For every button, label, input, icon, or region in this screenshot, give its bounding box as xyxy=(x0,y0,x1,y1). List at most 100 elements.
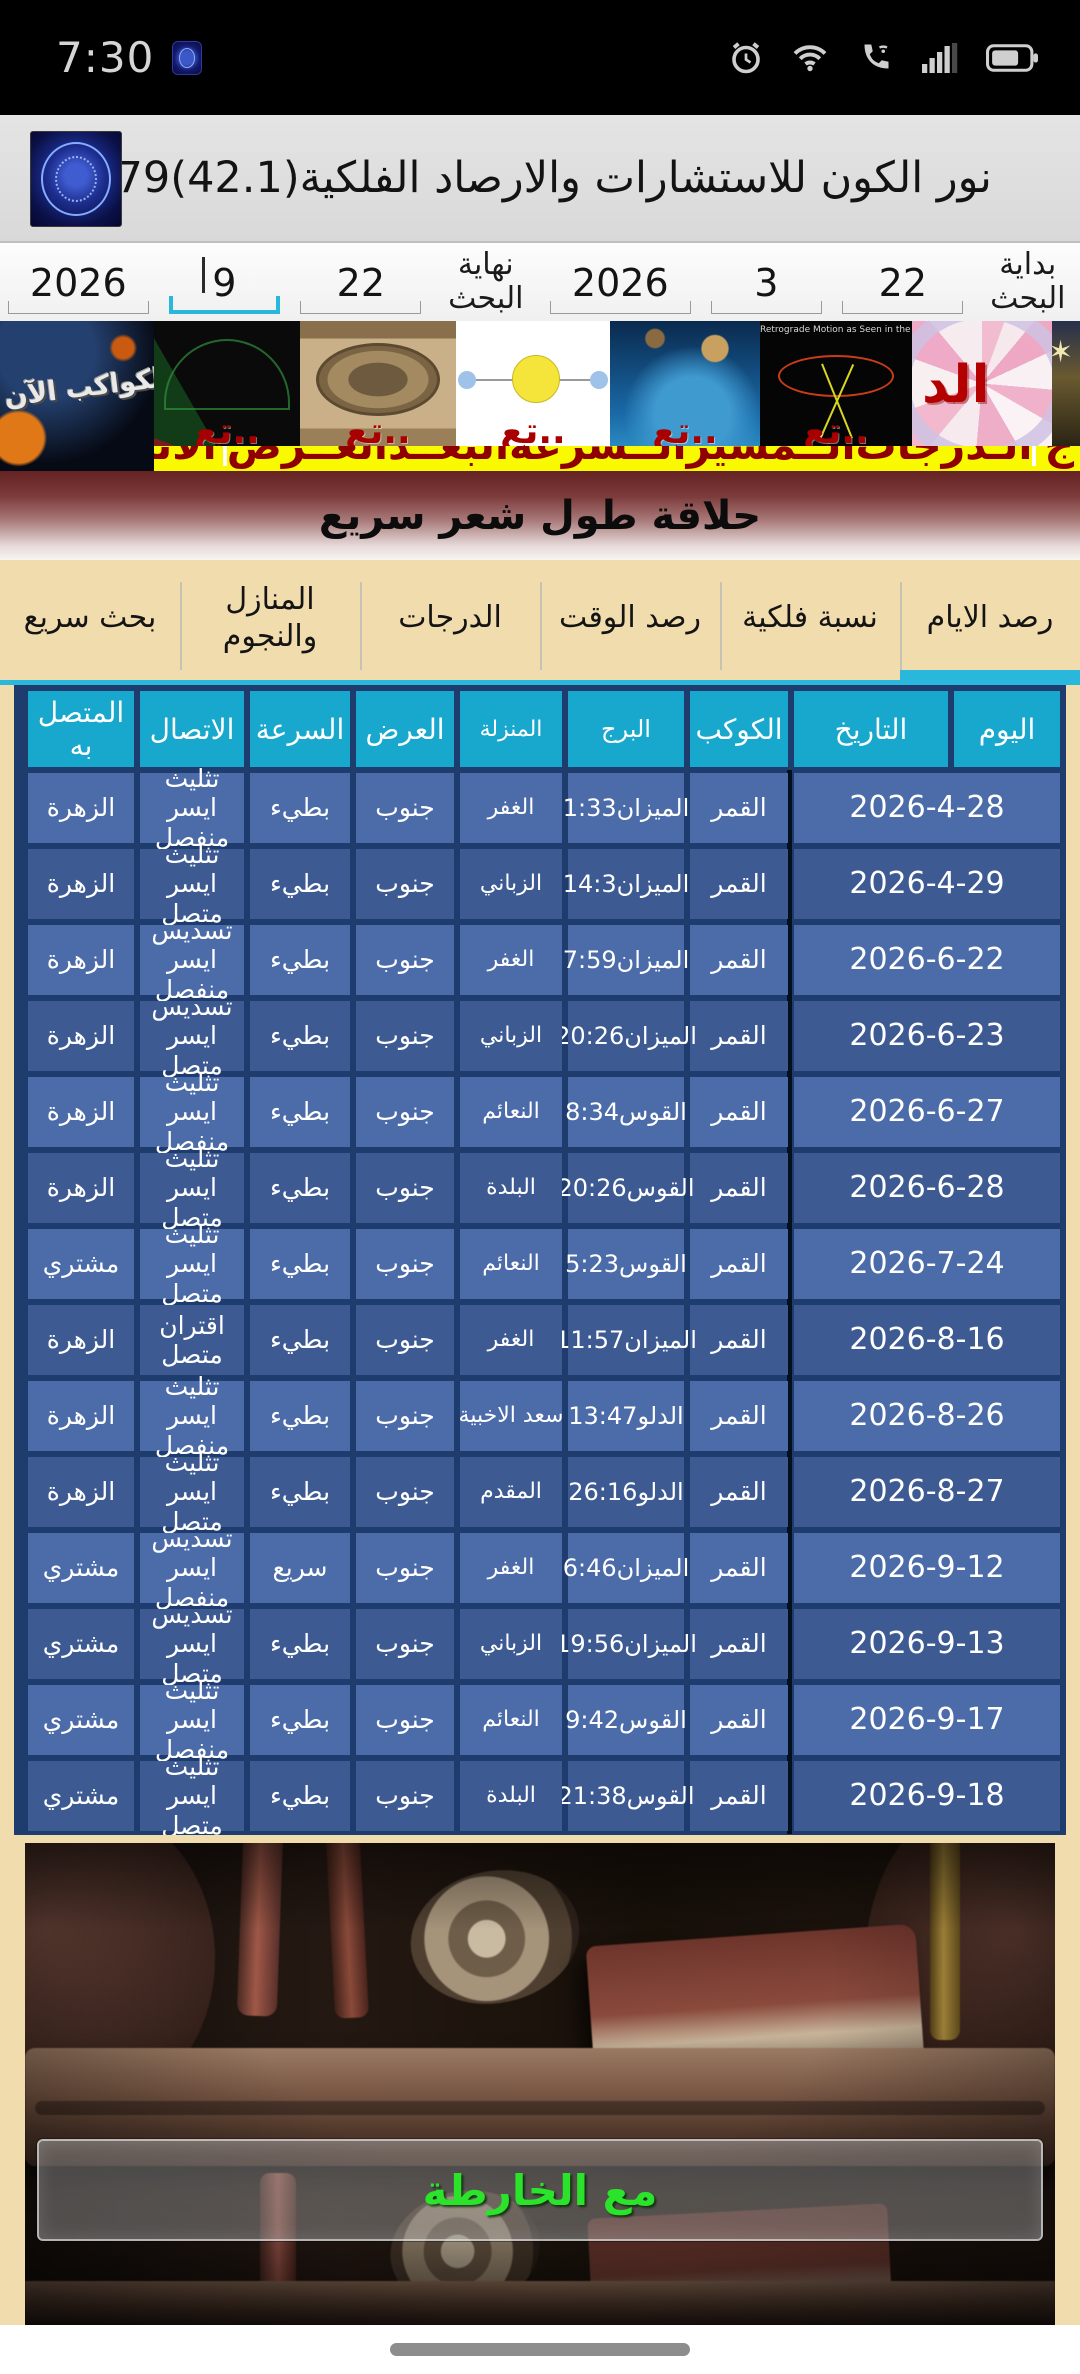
start-day-input[interactable] xyxy=(840,261,966,321)
cell-planet: القمر xyxy=(690,1609,788,1679)
cell-date: 2026-6-23 xyxy=(787,998,1060,1074)
astrolabe-thumb[interactable] xyxy=(1052,321,1080,446)
table-row[interactable]: 2026-8-16 القمر الميزان11:57 الغفر جنوب … xyxy=(20,1302,1060,1378)
clock-time: 7:30 xyxy=(56,33,155,82)
footer-wrap: مع الخارطة xyxy=(0,1843,1080,2325)
planets-blue-thumb[interactable]: تع.. xyxy=(610,321,760,446)
observations-table: اليوم التاريخ الكوكب البرج المنزلة العرض… xyxy=(14,685,1066,1835)
cell-planet: القمر xyxy=(690,1533,788,1603)
natal-chart-thumb[interactable]: تع.. xyxy=(154,321,300,446)
cell-speed: بطيء xyxy=(250,925,350,995)
degrees-overlay-label: الد xyxy=(922,355,990,415)
retrograde-thumb[interactable]: Retrograde Motion as Seen in the Sky تع.… xyxy=(760,321,912,446)
table-row[interactable]: 2026-4-29 القمر الميزان14:3 الزباني جنوب… xyxy=(20,840,1060,928)
alarm-icon xyxy=(732,41,760,73)
cell-planet: القمر xyxy=(690,849,788,919)
header-latitude: العرض xyxy=(356,691,454,767)
cell-planet: القمر xyxy=(690,1685,788,1755)
cell-sign: الميزان1:33 xyxy=(563,773,689,843)
cell-latitude: جنوب xyxy=(356,1305,454,1375)
cell-connected-to: الزهرة xyxy=(28,1305,134,1375)
cell-mansion: البلدة xyxy=(460,1761,562,1831)
cell-latitude: جنوب xyxy=(356,1761,454,1831)
tab-degrees[interactable]: الدرجات xyxy=(360,560,540,680)
edit-overlay-label: تع.. xyxy=(803,411,869,446)
end-day-field-wrap xyxy=(298,243,424,321)
cell-date: 2026-6-28 xyxy=(787,1150,1060,1226)
with-map-button[interactable]: مع الخارطة xyxy=(37,2139,1043,2241)
cell-connected-to: مشتري xyxy=(28,1761,134,1831)
cell-date: 2026-9-13 xyxy=(787,1606,1060,1682)
cell-mansion: الغفر xyxy=(460,1305,562,1375)
table-row[interactable]: 2026-9-17 القمر القوس9:42 النعائم جنوب ب… xyxy=(20,1676,1060,1764)
cell-date: 2026-9-18 xyxy=(787,1758,1060,1834)
date-search-row: بداية البحث نهاية البحث xyxy=(0,243,1080,321)
tab-astro-ratio[interactable]: نسبة فلكية xyxy=(720,560,900,680)
table-row[interactable]: 2026-7-24 القمر القوس5:23 النعائم جنوب ب… xyxy=(20,1220,1060,1308)
table-row[interactable]: 2026-6-22 القمر الميزان7:59 الغفر جنوب ب… xyxy=(20,916,1060,1004)
cell-connected-to: مشتري xyxy=(28,1609,134,1679)
table-row[interactable]: 2026-9-13 القمر الميزان19:56 الزباني جنو… xyxy=(20,1600,1060,1688)
end-month-field-wrap xyxy=(166,243,283,321)
cell-speed: بطيء xyxy=(250,1685,350,1755)
orbit-diagram-thumb[interactable]: تع.. xyxy=(456,321,610,446)
start-year-field-wrap xyxy=(548,243,693,321)
cell-date: 2026-8-26 xyxy=(787,1378,1060,1454)
table-row[interactable]: 2026-9-12 القمر الميزان6:46 الغفر جنوب س… xyxy=(20,1524,1060,1612)
table-row[interactable]: 2026-6-27 القمر القوس8:34 النعائم جنوب ب… xyxy=(20,1068,1060,1156)
cell-sign: الميزان7:59 xyxy=(563,925,689,995)
cell-connection: تسديس ايسر متصل xyxy=(140,1600,244,1688)
end-day-input[interactable] xyxy=(298,261,424,321)
start-month-input[interactable] xyxy=(708,261,825,321)
tab-bar: رصد الايام نسبة فلكية رصد الوقت الدرجات … xyxy=(0,560,1080,685)
cell-mansion: الزباني xyxy=(460,849,562,919)
shelf-shape xyxy=(25,2281,1055,2325)
cell-connection: تسديس ايسر منفصل xyxy=(140,916,244,1004)
signal-strength-icon xyxy=(922,42,958,73)
gesture-nav-handle[interactable] xyxy=(390,2343,690,2356)
cell-sign: القوس8:34 xyxy=(565,1077,687,1147)
cell-planet: القمر xyxy=(690,1381,788,1451)
table-row[interactable]: 2026-6-28 القمر القوس20:26 البلدة جنوب ب… xyxy=(20,1144,1060,1232)
cell-planet: القمر xyxy=(690,1229,788,1299)
cell-connection: تسديس ايسر منفصل xyxy=(140,1524,244,1612)
end-year-input[interactable] xyxy=(6,261,151,321)
cell-mansion: الزباني xyxy=(460,1609,562,1679)
zodiac-wheel-thumb[interactable]: الد xyxy=(912,321,1052,446)
celestial-map-thumb[interactable]: تع.. xyxy=(300,321,456,446)
cell-speed: بطيء xyxy=(250,849,350,919)
cell-planet: القمر xyxy=(690,925,788,995)
table-row[interactable]: 2026-8-27 القمر الدلو26:16 المقدم جنوب ب… xyxy=(20,1448,1060,1536)
text-cursor xyxy=(202,257,206,293)
scrolls-artwork: مع الخارطة xyxy=(25,1843,1055,2325)
planets-now-thumb[interactable]: الكواكب الآن xyxy=(0,321,154,471)
cell-latitude: جنوب xyxy=(356,925,454,995)
cell-connected-to: مشتري xyxy=(28,1533,134,1603)
marquee-text: حلاقة طول شعر سريع xyxy=(318,492,762,539)
table-header-row: اليوم التاريخ الكوكب البرج المنزلة العرض… xyxy=(20,691,1060,767)
tab-mansions-stars[interactable]: المنازل والنجوم xyxy=(180,560,360,680)
cell-latitude: جنوب xyxy=(356,1381,454,1451)
table-row[interactable]: 2026-8-26 القمر الدلو13:47 سعد الاخبية ج… xyxy=(20,1372,1060,1460)
cell-date: 2026-7-24 xyxy=(787,1226,1060,1302)
scroll-rod-shape xyxy=(324,1843,370,2019)
cell-sign: الميزان6:46 xyxy=(563,1533,689,1603)
cell-mansion: النعائم xyxy=(460,1077,562,1147)
cell-sign: الدلو26:16 xyxy=(568,1457,684,1527)
cell-speed: بطيء xyxy=(250,1229,350,1299)
cell-sign: الميزان20:26 xyxy=(555,1001,697,1071)
cell-mansion: الغفر xyxy=(460,773,562,843)
status-right xyxy=(728,40,1038,76)
table-row[interactable]: 2026-6-23 القمر الميزان20:26 الزباني جنو… xyxy=(20,992,1060,1080)
start-year-input[interactable] xyxy=(548,261,693,321)
cell-connection: تثليث ايسر متصل xyxy=(140,1448,244,1536)
cell-connected-to: الزهرة xyxy=(28,1153,134,1223)
cell-mansion: الزباني xyxy=(460,1001,562,1071)
table-row[interactable]: 2026-4-28 القمر الميزان1:33 الغفر جنوب ب… xyxy=(20,764,1060,852)
tab-observe-time[interactable]: رصد الوقت xyxy=(540,560,720,680)
tab-quick-search[interactable]: بحث سريع xyxy=(23,600,157,636)
tab-observe-days[interactable]: رصد الايام xyxy=(900,560,1080,685)
end-month-input[interactable] xyxy=(166,261,283,321)
table-row[interactable]: 2026-9-18 القمر القوس21:38 البلدة جنوب ب… xyxy=(20,1752,1060,1835)
